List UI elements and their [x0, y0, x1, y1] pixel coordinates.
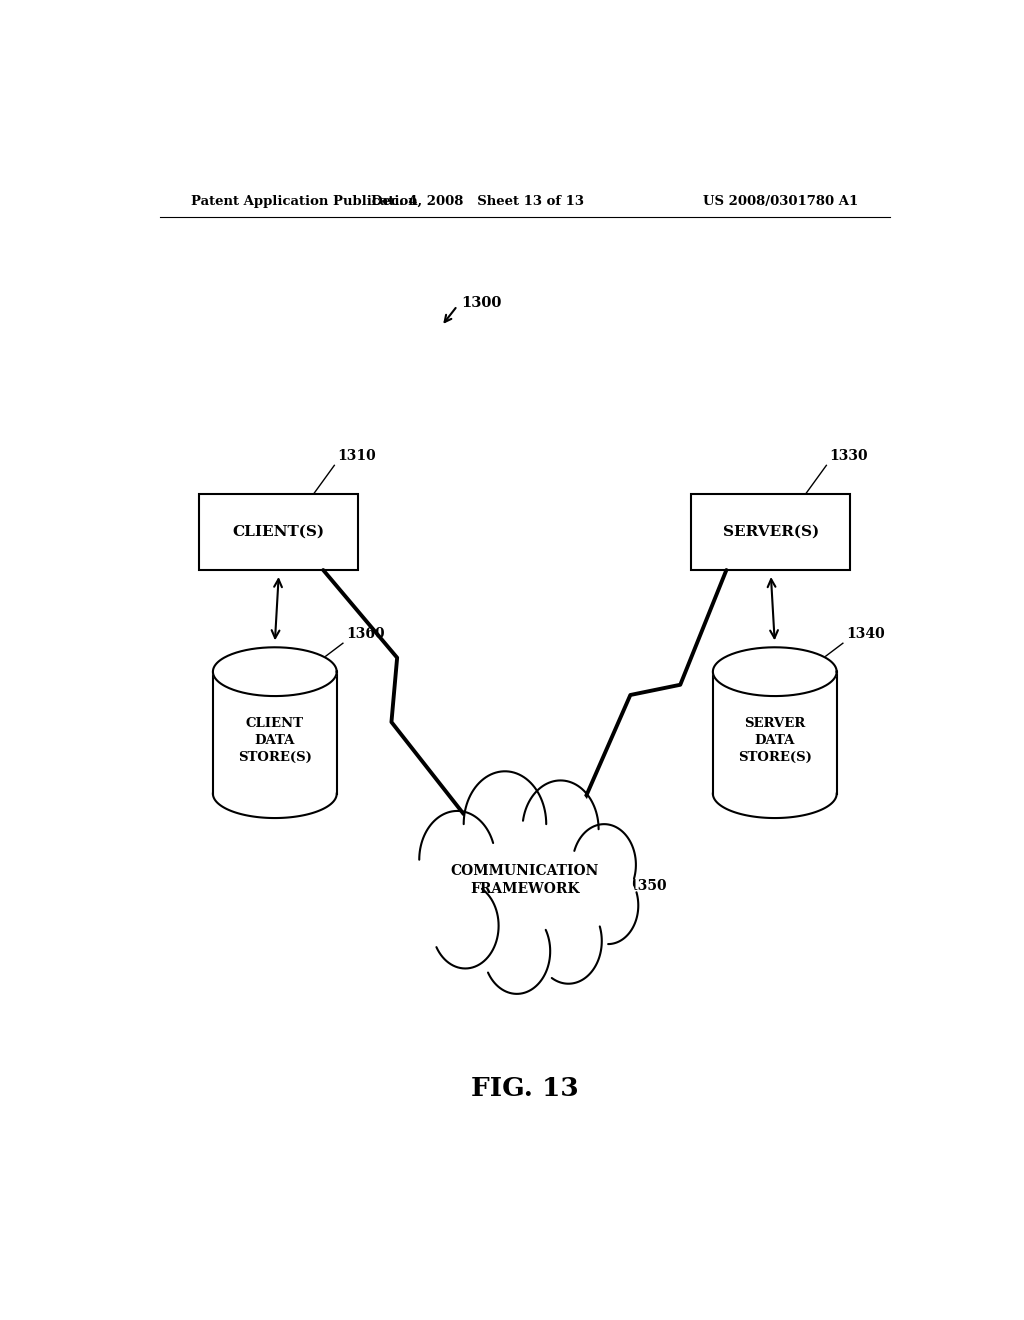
- Circle shape: [419, 816, 496, 913]
- Text: SERVER
DATA
STORE(S): SERVER DATA STORE(S): [738, 717, 812, 764]
- Text: 1310: 1310: [338, 449, 376, 463]
- Text: CLIENT
DATA
STORE(S): CLIENT DATA STORE(S): [238, 717, 311, 764]
- Text: 1360: 1360: [346, 627, 385, 642]
- Text: 1330: 1330: [829, 449, 868, 463]
- Text: 1350: 1350: [628, 879, 667, 894]
- Bar: [213, 672, 337, 793]
- Text: Patent Application Publication: Patent Application Publication: [191, 194, 418, 207]
- Circle shape: [465, 809, 585, 961]
- Polygon shape: [713, 647, 837, 696]
- Text: US 2008/0301780 A1: US 2008/0301780 A1: [702, 194, 858, 207]
- Text: SERVER(S): SERVER(S): [723, 525, 819, 539]
- Circle shape: [483, 906, 550, 991]
- Circle shape: [520, 784, 596, 880]
- Text: FIG. 13: FIG. 13: [471, 1076, 579, 1101]
- Text: CLIENT(S): CLIENT(S): [232, 525, 325, 539]
- Polygon shape: [213, 647, 337, 696]
- Circle shape: [433, 880, 500, 966]
- Text: Dec. 4, 2008   Sheet 13 of 13: Dec. 4, 2008 Sheet 13 of 13: [371, 194, 584, 207]
- Bar: [691, 494, 850, 570]
- Bar: [713, 672, 837, 793]
- Text: COMMUNICATION
FRAMEWORK: COMMUNICATION FRAMEWORK: [451, 863, 599, 896]
- Circle shape: [532, 895, 599, 981]
- Circle shape: [570, 826, 634, 907]
- Text: 1340: 1340: [846, 627, 885, 642]
- Circle shape: [577, 867, 637, 944]
- Bar: [200, 494, 358, 570]
- Circle shape: [464, 774, 546, 879]
- Text: 1300: 1300: [461, 296, 502, 310]
